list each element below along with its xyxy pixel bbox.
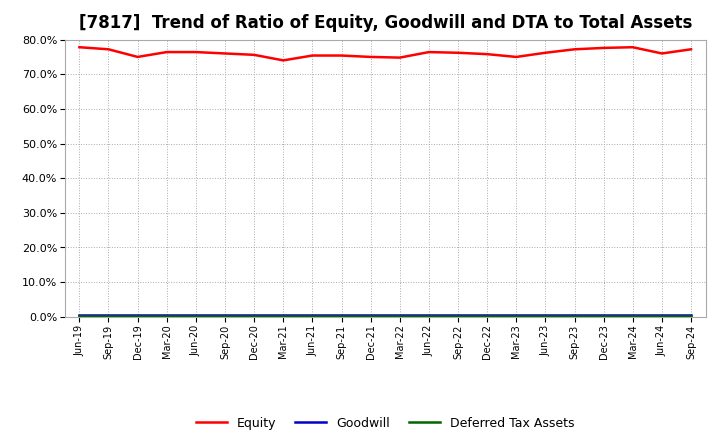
Deferred Tax Assets <box>250 313 258 319</box>
Deferred Tax Assets <box>687 313 696 319</box>
Deferred Tax Assets <box>192 313 200 319</box>
Equity <box>75 44 84 50</box>
Deferred Tax Assets <box>75 313 84 319</box>
Deferred Tax Assets <box>104 313 113 319</box>
Equity <box>512 54 521 59</box>
Equity <box>250 52 258 58</box>
Deferred Tax Assets <box>657 313 666 319</box>
Deferred Tax Assets <box>395 313 404 319</box>
Equity <box>366 54 375 59</box>
Equity <box>541 50 550 55</box>
Deferred Tax Assets <box>366 313 375 319</box>
Goodwill <box>220 313 229 318</box>
Deferred Tax Assets <box>512 313 521 319</box>
Deferred Tax Assets <box>570 313 579 319</box>
Deferred Tax Assets <box>425 313 433 319</box>
Goodwill <box>657 313 666 318</box>
Goodwill <box>308 313 317 318</box>
Equity <box>337 53 346 58</box>
Goodwill <box>541 313 550 318</box>
Goodwill <box>133 313 142 318</box>
Goodwill <box>599 313 608 318</box>
Deferred Tax Assets <box>454 313 462 319</box>
Goodwill <box>192 313 200 318</box>
Goodwill <box>279 313 287 318</box>
Goodwill <box>395 313 404 318</box>
Equity <box>163 49 171 55</box>
Equity <box>395 55 404 60</box>
Deferred Tax Assets <box>163 313 171 319</box>
Title: [7817]  Trend of Ratio of Equity, Goodwill and DTA to Total Assets: [7817] Trend of Ratio of Equity, Goodwil… <box>78 15 692 33</box>
Equity <box>687 47 696 52</box>
Equity <box>629 44 637 50</box>
Equity <box>279 58 287 63</box>
Deferred Tax Assets <box>220 313 229 319</box>
Deferred Tax Assets <box>133 313 142 319</box>
Equity <box>133 54 142 59</box>
Equity <box>483 51 492 57</box>
Equity <box>104 47 113 52</box>
Deferred Tax Assets <box>599 313 608 319</box>
Deferred Tax Assets <box>629 313 637 319</box>
Goodwill <box>512 313 521 318</box>
Equity <box>220 51 229 56</box>
Goodwill <box>687 313 696 318</box>
Deferred Tax Assets <box>279 313 287 319</box>
Goodwill <box>454 313 462 318</box>
Deferred Tax Assets <box>308 313 317 319</box>
Goodwill <box>425 313 433 318</box>
Goodwill <box>104 313 113 318</box>
Goodwill <box>366 313 375 318</box>
Equity <box>192 49 200 55</box>
Goodwill <box>337 313 346 318</box>
Equity <box>308 53 317 58</box>
Goodwill <box>483 313 492 318</box>
Equity <box>570 47 579 52</box>
Deferred Tax Assets <box>541 313 550 319</box>
Goodwill <box>570 313 579 318</box>
Line: Equity: Equity <box>79 47 691 60</box>
Equity <box>425 49 433 55</box>
Equity <box>657 51 666 56</box>
Equity <box>599 45 608 51</box>
Goodwill <box>163 313 171 318</box>
Legend: Equity, Goodwill, Deferred Tax Assets: Equity, Goodwill, Deferred Tax Assets <box>191 412 580 435</box>
Deferred Tax Assets <box>483 313 492 319</box>
Goodwill <box>250 313 258 318</box>
Equity <box>454 50 462 55</box>
Goodwill <box>75 313 84 318</box>
Goodwill <box>629 313 637 318</box>
Deferred Tax Assets <box>337 313 346 319</box>
